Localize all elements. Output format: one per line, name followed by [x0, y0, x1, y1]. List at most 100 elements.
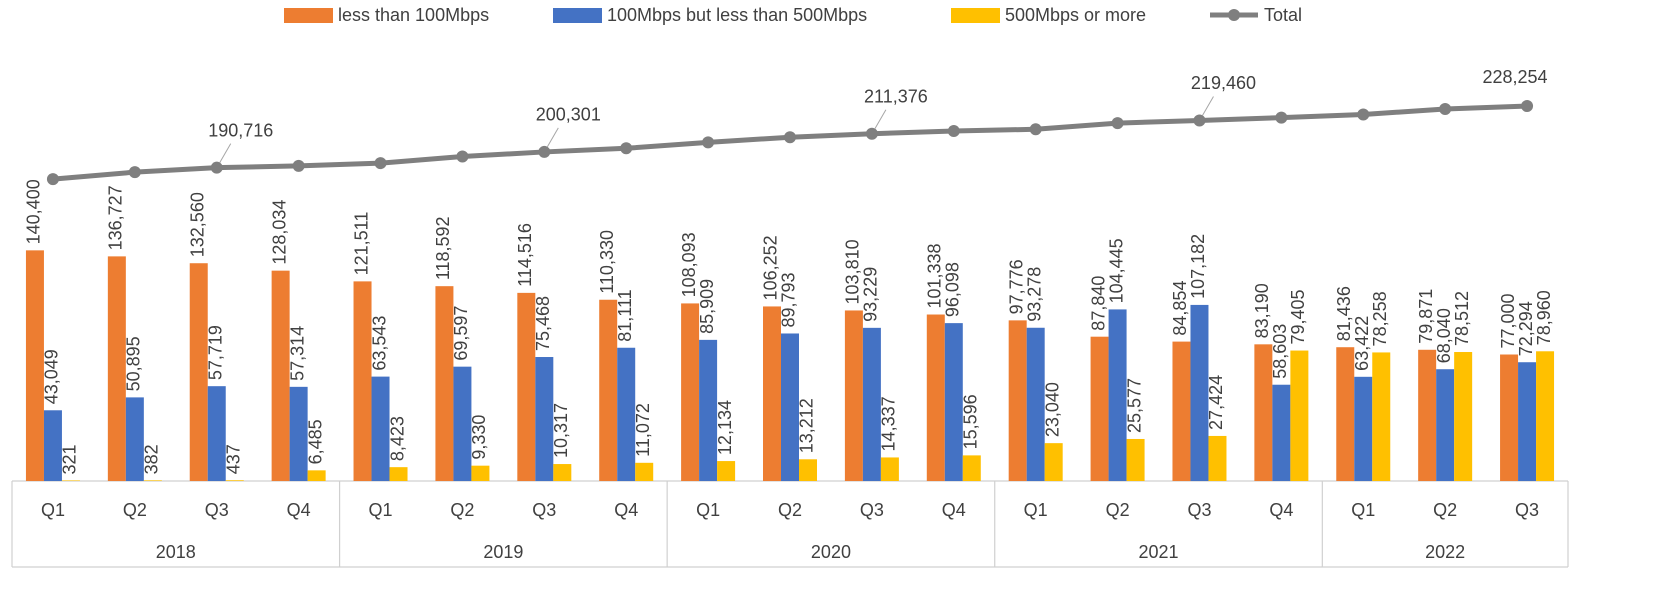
bar: [189, 263, 208, 481]
data-label: 63,543: [369, 316, 389, 371]
bar: [207, 386, 226, 481]
bar: [962, 455, 981, 481]
data-label: 128,034: [269, 200, 289, 265]
bar: [1536, 351, 1555, 481]
data-label: 14,337: [879, 396, 899, 451]
data-label: 11,072: [633, 403, 653, 457]
data-label: 27,424: [1206, 375, 1226, 430]
data-label: 110,330: [597, 230, 617, 294]
bar: [61, 480, 80, 481]
data-label: 57,719: [205, 325, 225, 380]
bar: [926, 314, 945, 481]
line-marker: [1357, 108, 1370, 121]
group-label: 2018: [156, 542, 196, 562]
line-label: 211,376: [864, 86, 928, 106]
bar: [471, 465, 490, 481]
data-label: 9,330: [469, 415, 489, 460]
line-marker: [292, 159, 305, 172]
bar: [1418, 349, 1437, 481]
x-tick-label: Q2: [778, 500, 802, 520]
bar: [1272, 384, 1291, 481]
data-label: 81,436: [1334, 286, 1354, 341]
bar: [880, 457, 899, 481]
data-label: 84,854: [1170, 281, 1190, 336]
x-tick-label: Q3: [860, 500, 884, 520]
bar: [1026, 327, 1045, 481]
line-label: 190,716: [208, 120, 273, 140]
data-label: 6,485: [305, 419, 325, 464]
data-label: 58,603: [1270, 324, 1290, 379]
bar: [1290, 350, 1309, 481]
data-label: 81,111: [615, 289, 635, 341]
data-label: 85,909: [697, 279, 717, 334]
data-label: 78,258: [1370, 291, 1390, 346]
line-marker: [1521, 100, 1534, 113]
bar: [1254, 344, 1273, 481]
bar: [862, 327, 881, 481]
bar: [1090, 336, 1109, 481]
data-label: 87,840: [1088, 276, 1108, 331]
data-label: 68,040: [1434, 308, 1454, 363]
data-label: 103,810: [843, 239, 863, 304]
group-label: 2022: [1425, 542, 1465, 562]
bar: [1454, 352, 1473, 481]
data-label: 13,212: [797, 398, 817, 453]
legend-swatch: [284, 8, 333, 23]
x-tick-label: Q4: [614, 500, 638, 520]
line-marker: [947, 125, 960, 138]
data-label: 93,278: [1024, 267, 1044, 322]
bar: [107, 256, 126, 481]
data-label: 12,134: [715, 400, 735, 455]
data-label: 97,776: [1006, 259, 1026, 314]
x-tick-label: Q1: [1351, 500, 1375, 520]
line-marker: [538, 145, 551, 158]
data-label: 63,422: [1352, 316, 1372, 371]
bar: [1126, 438, 1145, 481]
data-label: 106,252: [761, 235, 781, 300]
data-label: 132,560: [187, 192, 207, 257]
line-marker: [128, 166, 141, 179]
data-label: 69,597: [451, 306, 471, 361]
data-label: 57,314: [287, 326, 307, 381]
bar: [681, 303, 700, 481]
leader-line: [219, 143, 232, 163]
line-marker: [1193, 114, 1206, 127]
bar: [25, 250, 44, 481]
bar: [781, 333, 799, 481]
data-label: 78,512: [1452, 291, 1472, 346]
leader-line: [1202, 96, 1214, 116]
bar: [944, 323, 963, 481]
data-label: 10,317: [551, 403, 571, 458]
x-tick-label: Q2: [123, 500, 147, 520]
data-label: 77,000: [1498, 293, 1518, 348]
data-label: 72,294: [1516, 301, 1536, 356]
data-label: 118,592: [433, 216, 453, 280]
line-label: 200,301: [536, 105, 601, 125]
data-label: 437: [223, 444, 243, 474]
line-marker: [702, 136, 715, 149]
bar: [617, 347, 636, 481]
bar: [1436, 369, 1455, 481]
x-tick-label: Q1: [1024, 500, 1048, 520]
line-marker: [1275, 111, 1288, 124]
data-label: 107,182: [1188, 234, 1208, 299]
bar: [1172, 341, 1191, 481]
bar: [699, 339, 718, 481]
data-label: 15,596: [961, 394, 981, 449]
bar: [1354, 376, 1373, 481]
leader-line: [874, 109, 887, 129]
bar: [717, 461, 736, 481]
x-tick-label: Q4: [287, 500, 311, 520]
bar: [599, 299, 618, 481]
bar: [353, 281, 372, 481]
data-label: 79,871: [1416, 289, 1436, 344]
x-tick-label: Q2: [1433, 500, 1457, 520]
legend-swatch: [951, 8, 1000, 23]
bar: [1336, 347, 1355, 481]
data-label: 136,727: [106, 185, 126, 250]
x-tick-label: Q1: [41, 500, 65, 520]
data-label: 25,577: [1124, 378, 1144, 433]
bar: [389, 467, 408, 481]
leader-line: [546, 127, 559, 148]
